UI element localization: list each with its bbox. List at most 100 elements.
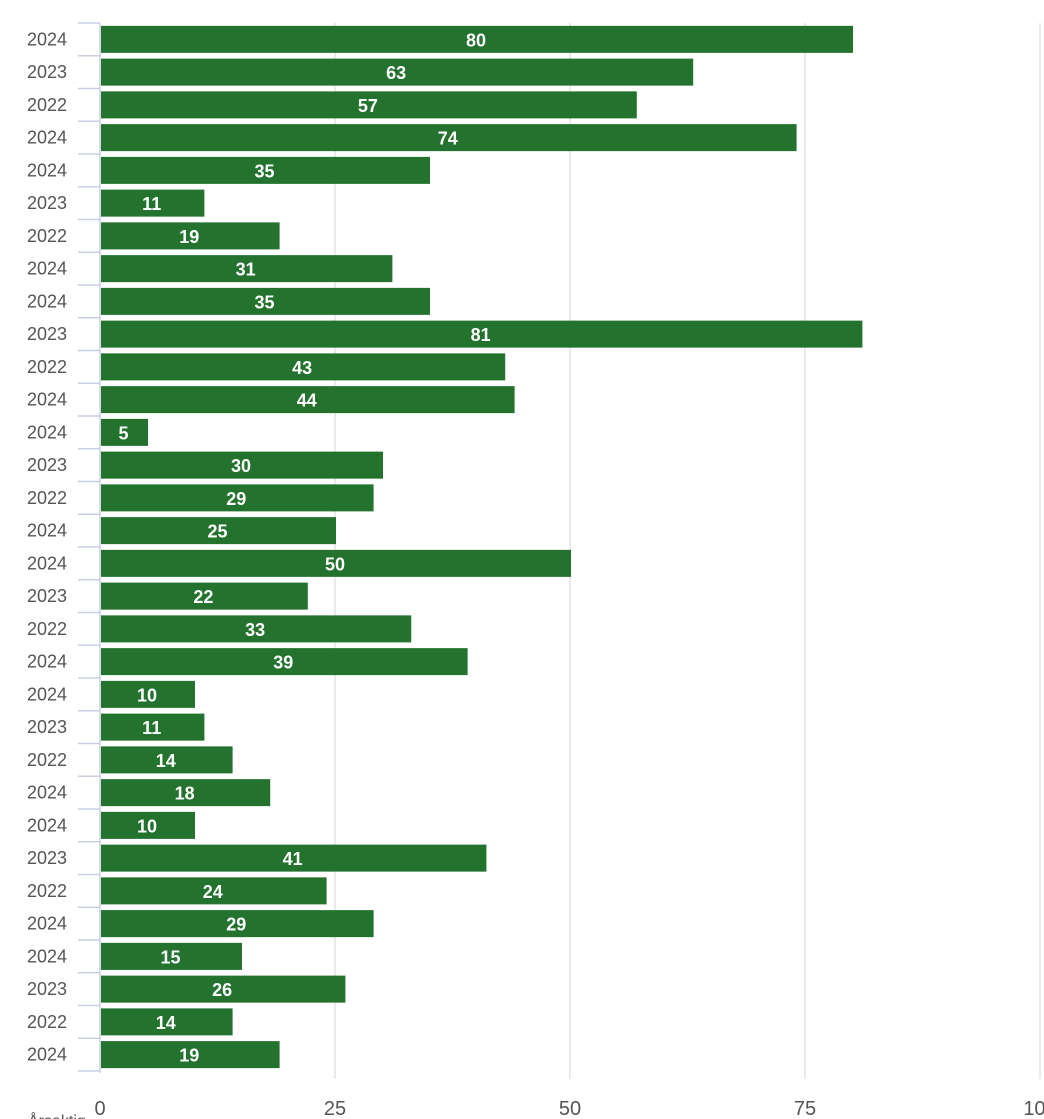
bar-value-label: 57	[358, 96, 378, 116]
bar	[101, 680, 195, 708]
category-label: 2022	[27, 357, 67, 377]
bar	[101, 255, 393, 283]
bar-value-label: 31	[236, 260, 256, 280]
bar-value-label: 80	[466, 30, 486, 50]
bar-value-label: 5	[118, 423, 128, 443]
bar	[101, 1041, 280, 1069]
bar	[101, 648, 468, 676]
bar-value-label: 30	[231, 456, 251, 476]
category-label: 2024	[27, 422, 67, 442]
bar-value-label: 14	[156, 1013, 176, 1033]
x-tick-label: 100	[1023, 1098, 1044, 1119]
bar-value-label: 14	[156, 751, 176, 771]
bar-value-label: 25	[207, 522, 227, 542]
category-label: 2023	[27, 979, 67, 999]
category-label: 2022	[27, 488, 67, 508]
bar-value-label: 24	[203, 882, 223, 902]
bar-value-label: 29	[226, 489, 246, 509]
cut-off-label: Årsaktig	[28, 1111, 86, 1119]
y-axis	[78, 22, 101, 1073]
data-labels: 80 63 57 74 35 11 19 31 35 81 43 44 5 30 29 25 50 22 33 39 1…	[118, 30, 490, 1065]
category-label: 2022	[27, 881, 67, 901]
bar-value-label: 33	[245, 620, 265, 640]
bar-value-label: 43	[292, 358, 312, 378]
bar	[101, 549, 571, 577]
bar	[101, 942, 242, 970]
bar-value-label: 41	[283, 849, 303, 869]
category-label: 2024	[27, 521, 67, 541]
bar-value-label: 11	[142, 718, 161, 738]
bar-value-label: 50	[325, 554, 345, 574]
category-label: 2022	[27, 619, 67, 639]
bar	[101, 189, 205, 217]
x-axis-tick-labels: 0 25 50 75 100	[94, 1098, 1044, 1119]
category-label: 2023	[27, 455, 67, 475]
bar-value-label: 19	[179, 227, 199, 247]
bars	[101, 25, 863, 1069]
category-label: 2024	[27, 783, 67, 803]
bar-value-label: 19	[179, 1046, 199, 1066]
bar-value-label: 74	[438, 129, 458, 149]
category-label: 2022	[27, 1012, 67, 1032]
bar	[101, 58, 694, 86]
category-label: 2022	[27, 95, 67, 115]
category-labels: 2024 2023 2022 2024 2024 2023 2022 2024 2024 2023…	[27, 29, 67, 1064]
x-tick-label: 75	[794, 1098, 816, 1119]
category-label: 2024	[27, 291, 67, 311]
category-label: 2024	[27, 390, 67, 410]
bar-value-label: 11	[142, 194, 161, 214]
bar	[101, 451, 383, 479]
category-label: 2024	[27, 29, 67, 49]
bar-value-label: 26	[212, 980, 232, 1000]
bar	[101, 91, 637, 119]
bar-value-label: 39	[273, 653, 293, 673]
bar-value-label: 22	[193, 587, 213, 607]
category-label: 2024	[27, 815, 67, 835]
bar	[101, 1008, 233, 1036]
category-label: 2024	[27, 684, 67, 704]
bar-value-label: 15	[160, 947, 180, 967]
bar	[101, 746, 233, 774]
category-label: 2023	[27, 324, 67, 344]
bar	[101, 877, 327, 905]
bar-value-label: 10	[137, 816, 157, 836]
category-label: 2022	[27, 226, 67, 246]
category-label: 2024	[27, 914, 67, 934]
category-label: 2023	[27, 193, 67, 213]
category-label: 2023	[27, 62, 67, 82]
category-label: 2022	[27, 750, 67, 770]
bar	[101, 156, 430, 184]
bar-value-label: 29	[226, 915, 246, 935]
bar	[101, 386, 515, 414]
bar-value-label: 10	[137, 685, 157, 705]
category-label: 2024	[27, 553, 67, 573]
bar	[101, 582, 308, 610]
bar	[101, 811, 195, 839]
x-tick-label: 50	[559, 1098, 581, 1119]
category-label: 2023	[27, 586, 67, 606]
category-label: 2023	[27, 717, 67, 737]
bar	[101, 517, 336, 545]
bar-value-label: 44	[297, 391, 317, 411]
bar	[101, 615, 412, 643]
category-label: 2024	[27, 946, 67, 966]
bar	[101, 124, 797, 152]
bar	[101, 713, 205, 741]
category-label: 2024	[27, 1045, 67, 1065]
x-tick-label: 25	[324, 1098, 346, 1119]
category-label: 2024	[27, 160, 67, 180]
bar-value-label: 81	[471, 325, 491, 345]
bar-value-label: 18	[175, 784, 195, 804]
bar	[101, 222, 280, 250]
category-label: 2024	[27, 128, 67, 148]
bar	[101, 844, 487, 872]
category-label: 2024	[27, 652, 67, 672]
bar	[101, 353, 506, 381]
x-tick-label: 0	[94, 1098, 105, 1119]
bar	[101, 287, 430, 315]
bar-value-label: 63	[386, 63, 406, 83]
category-label: 2024	[27, 259, 67, 279]
bar	[101, 484, 374, 512]
bar	[101, 975, 346, 1003]
